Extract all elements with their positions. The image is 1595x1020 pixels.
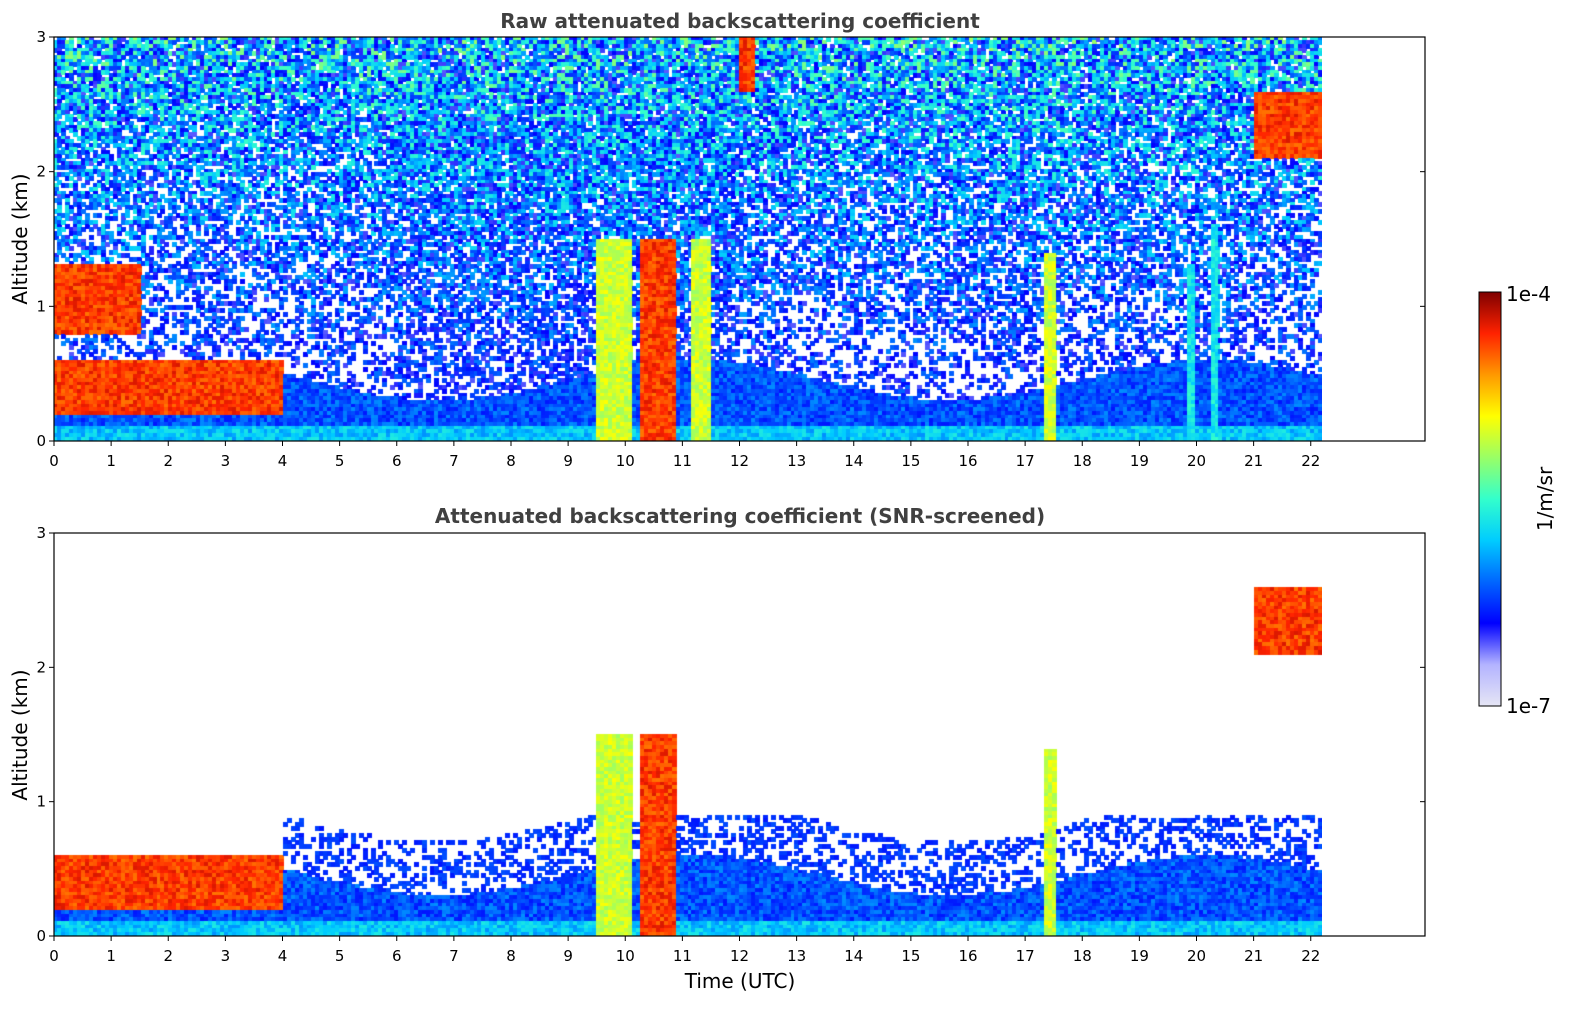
x-tick-label: 19 [1130, 452, 1149, 470]
x-tick-label: 2 [163, 947, 173, 965]
colorbar-bar [1478, 291, 1502, 707]
colorbar-min-label: 1e-7 [1506, 694, 1551, 718]
x-tick-label: 6 [392, 452, 402, 470]
x-tick-label: 16 [958, 947, 977, 965]
x-tick-label: 10 [616, 452, 635, 470]
x-tick-label: 6 [392, 947, 402, 965]
heatmap-screened [54, 533, 1322, 936]
x-tick-label: 13 [787, 452, 806, 470]
x-tick-label: 21 [1244, 452, 1263, 470]
x-tick-label: 14 [844, 452, 863, 470]
x-tick-label: 5 [335, 947, 345, 965]
x-tick-label: 12 [730, 452, 749, 470]
y-tick-label: 0 [36, 927, 46, 945]
y-ticks-raw: 0 1 2 3 [36, 28, 1425, 450]
y-tick-label: 2 [36, 163, 46, 181]
x-ticks-raw: 0 1 2 3 4 5 6 7 8 9 10 11 12 13 14 15 16 17 18 19 20 21 22 [49, 441, 1320, 470]
x-tick-label: 7 [449, 452, 459, 470]
x-tick-label: 22 [1301, 947, 1320, 965]
y-tick-label: 3 [36, 28, 46, 46]
x-tick-label: 1 [106, 452, 116, 470]
x-tick-label: 9 [563, 947, 573, 965]
y-axis-label-screened: Altitude (km) [8, 669, 32, 800]
panel-raw: Raw attenuated backscattering coefficien… [8, 9, 1426, 470]
x-tick-label: 18 [1073, 452, 1092, 470]
y-ticks-screened: 0 1 2 3 [36, 524, 1425, 945]
x-tick-label: 19 [1130, 947, 1149, 965]
x-tick-label: 7 [449, 947, 459, 965]
y-tick-label: 2 [36, 658, 46, 676]
y-tick-label: 1 [36, 297, 46, 315]
x-tick-label: 3 [221, 452, 231, 470]
x-tick-label: 12 [730, 947, 749, 965]
x-tick-label: 15 [901, 947, 920, 965]
x-tick-label: 0 [49, 947, 59, 965]
y-tick-label: 0 [36, 432, 46, 450]
x-tick-label: 8 [506, 452, 516, 470]
x-tick-label: 13 [787, 947, 806, 965]
x-tick-label: 22 [1301, 452, 1320, 470]
y-tick-label: 3 [36, 524, 46, 542]
x-tick-label: 0 [49, 452, 59, 470]
x-tick-label: 18 [1073, 947, 1092, 965]
x-ticks-screened: 0 1 2 3 4 5 6 7 8 9 10 11 12 13 14 15 16 17 18 19 20 21 22 [49, 936, 1320, 965]
x-tick-label: 11 [673, 452, 692, 470]
colorbar-max-label: 1e-4 [1506, 282, 1551, 306]
x-tick-label: 8 [506, 947, 516, 965]
x-tick-label: 21 [1244, 947, 1263, 965]
heatmap-image [54, 37, 1322, 441]
panel-title-screened: Attenuated backscattering coefficient (S… [435, 504, 1045, 528]
x-tick-label: 20 [1187, 452, 1206, 470]
colorbar-unit-label: 1/m/sr [1533, 466, 1557, 531]
heatmap-image [54, 533, 1322, 936]
x-tick-label: 1 [106, 947, 116, 965]
panel-title-raw: Raw attenuated backscattering coefficien… [500, 9, 980, 33]
x-tick-label: 17 [1016, 947, 1035, 965]
x-tick-label: 10 [616, 947, 635, 965]
x-tick-label: 5 [335, 452, 345, 470]
x-tick-label: 17 [1016, 452, 1035, 470]
y-tick-label: 1 [36, 793, 46, 811]
x-tick-label: 15 [901, 452, 920, 470]
panel-screened: Attenuated backscattering coefficient (S… [8, 504, 1426, 993]
x-tick-label: 3 [221, 947, 231, 965]
x-tick-label: 16 [958, 452, 977, 470]
colorbar: 1e-4 1e-7 1/m/sr [1478, 282, 1557, 718]
x-tick-label: 11 [673, 947, 692, 965]
x-tick-label: 14 [844, 947, 863, 965]
x-tick-label: 4 [278, 947, 288, 965]
x-tick-label: 2 [163, 452, 173, 470]
x-tick-label: 9 [563, 452, 573, 470]
x-tick-label: 20 [1187, 947, 1206, 965]
x-axis-label: Time (UTC) [684, 969, 796, 993]
y-axis-label-raw: Altitude (km) [8, 173, 32, 304]
x-tick-label: 4 [278, 452, 288, 470]
heatmap-raw [54, 37, 1322, 441]
